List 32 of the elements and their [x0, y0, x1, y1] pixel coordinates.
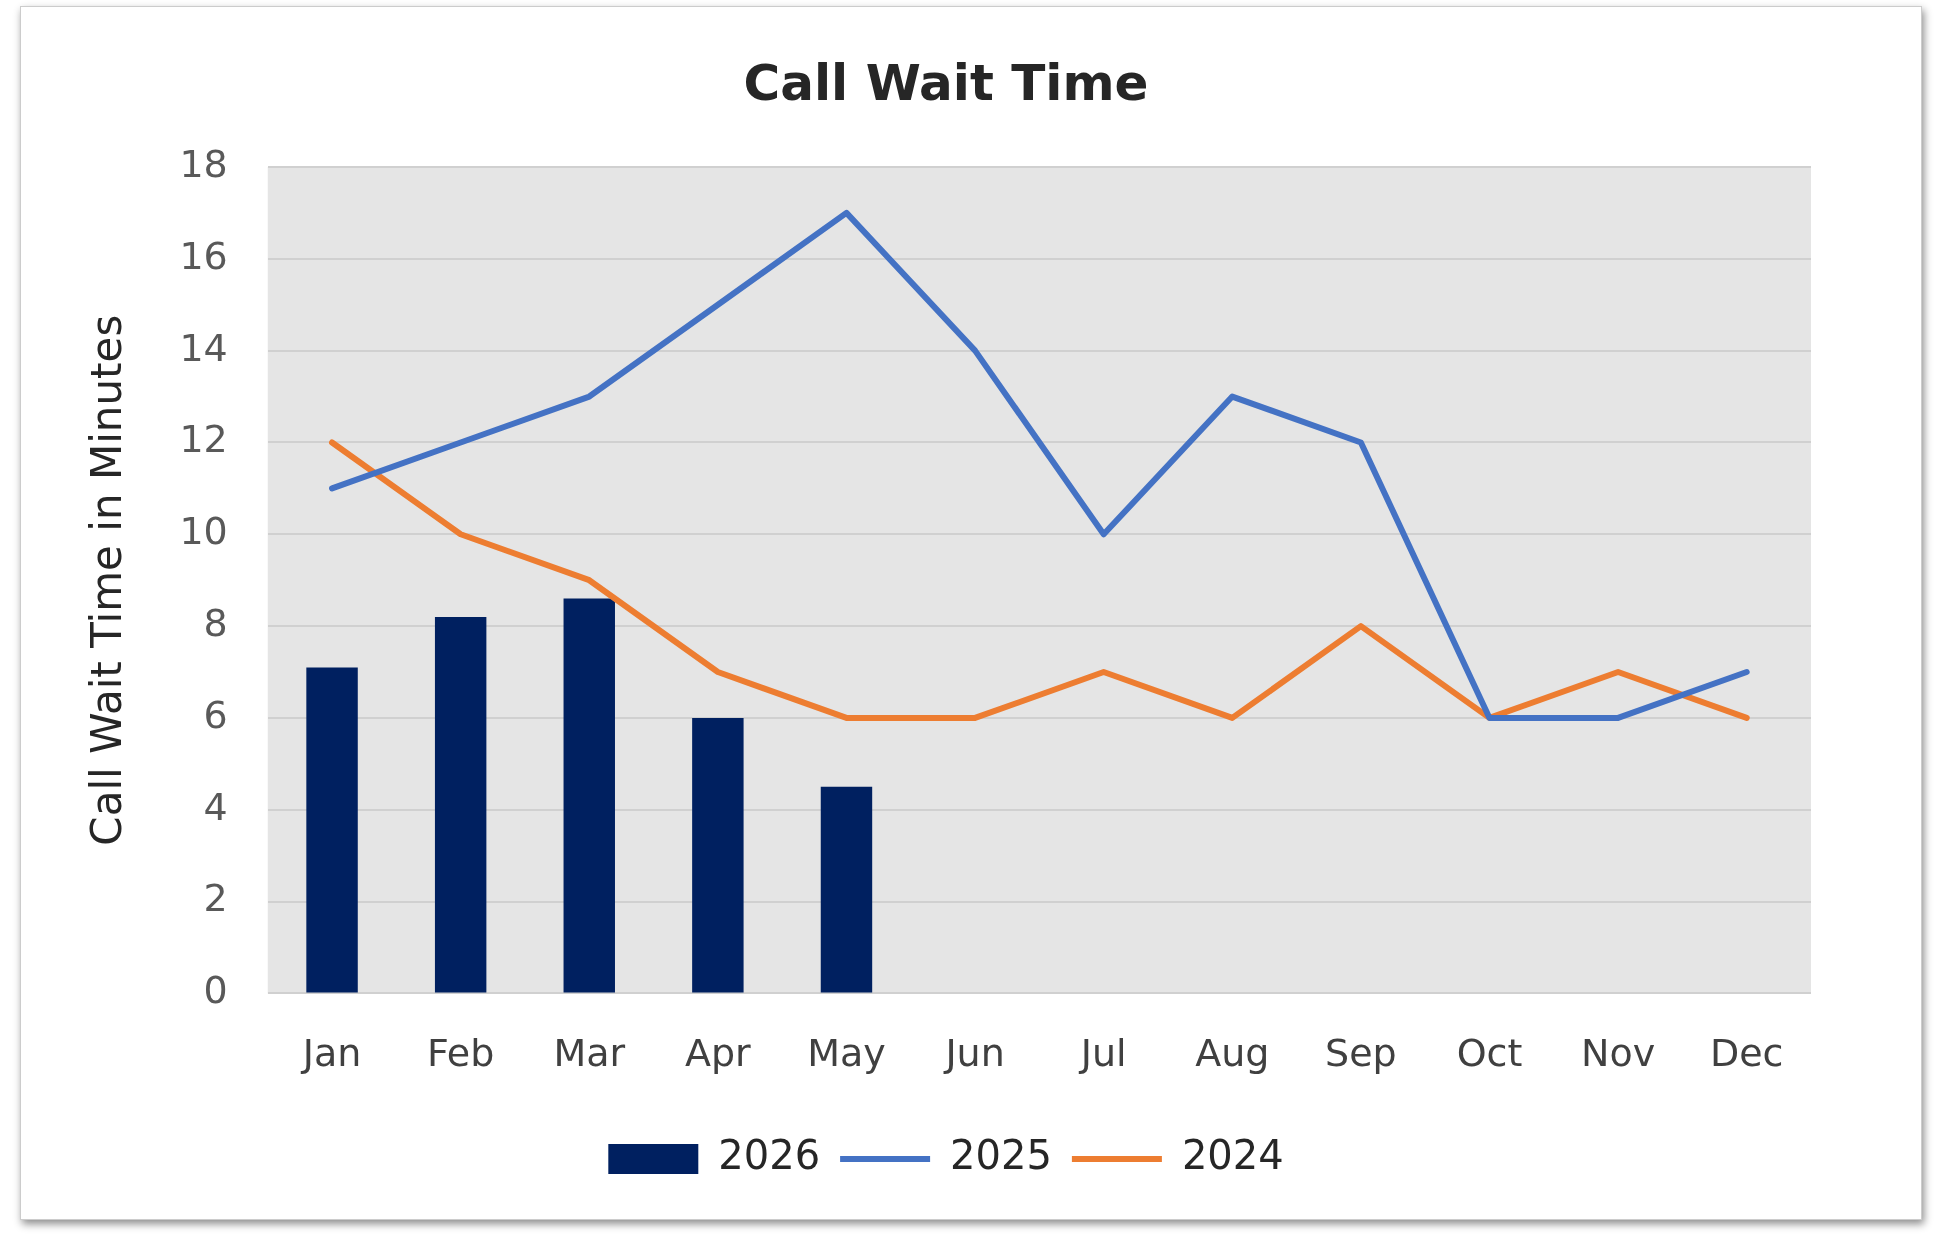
- x-tick-label: Jan: [300, 1031, 362, 1076]
- y-tick-label: 10: [179, 509, 228, 554]
- bar: [820, 786, 873, 993]
- y-tick-label: 6: [203, 692, 228, 737]
- bar: [306, 667, 358, 993]
- y-tick-label: 4: [203, 784, 228, 829]
- x-tick-label: Nov: [1581, 1031, 1656, 1076]
- bar: [434, 616, 487, 993]
- x-tick-label: Sep: [1325, 1031, 1397, 1076]
- x-tick-label: Aug: [1195, 1031, 1270, 1076]
- y-tick-label: 12: [179, 417, 228, 462]
- y-tick-label: 8: [203, 600, 228, 645]
- x-tick-label: May: [807, 1031, 886, 1076]
- bar: [563, 598, 615, 993]
- x-tick-label: Feb: [427, 1031, 495, 1076]
- bar: [692, 717, 744, 993]
- y-axis-title: Call Wait Time in Minutes: [82, 314, 132, 846]
- x-tick-label: Apr: [684, 1031, 752, 1076]
- legend-label: 2024: [1181, 1132, 1284, 1179]
- x-tick-label: Oct: [1456, 1031, 1523, 1076]
- legend-label: 2025: [950, 1132, 1052, 1179]
- x-tick-label: Mar: [553, 1031, 626, 1076]
- x-tick-label: Jun: [943, 1031, 1005, 1076]
- x-tick-label: Dec: [1709, 1031, 1784, 1076]
- legend-label: 2026: [718, 1132, 821, 1179]
- y-tick-label: 16: [179, 233, 228, 278]
- y-tick-label: 18: [179, 141, 228, 186]
- y-tick-label: 14: [179, 325, 228, 370]
- y-tick-label: 2: [203, 876, 228, 921]
- x-tick-label: Jul: [1078, 1031, 1127, 1076]
- chart-title: Call Wait Time: [743, 53, 1149, 112]
- y-tick-label: 0: [203, 968, 228, 1013]
